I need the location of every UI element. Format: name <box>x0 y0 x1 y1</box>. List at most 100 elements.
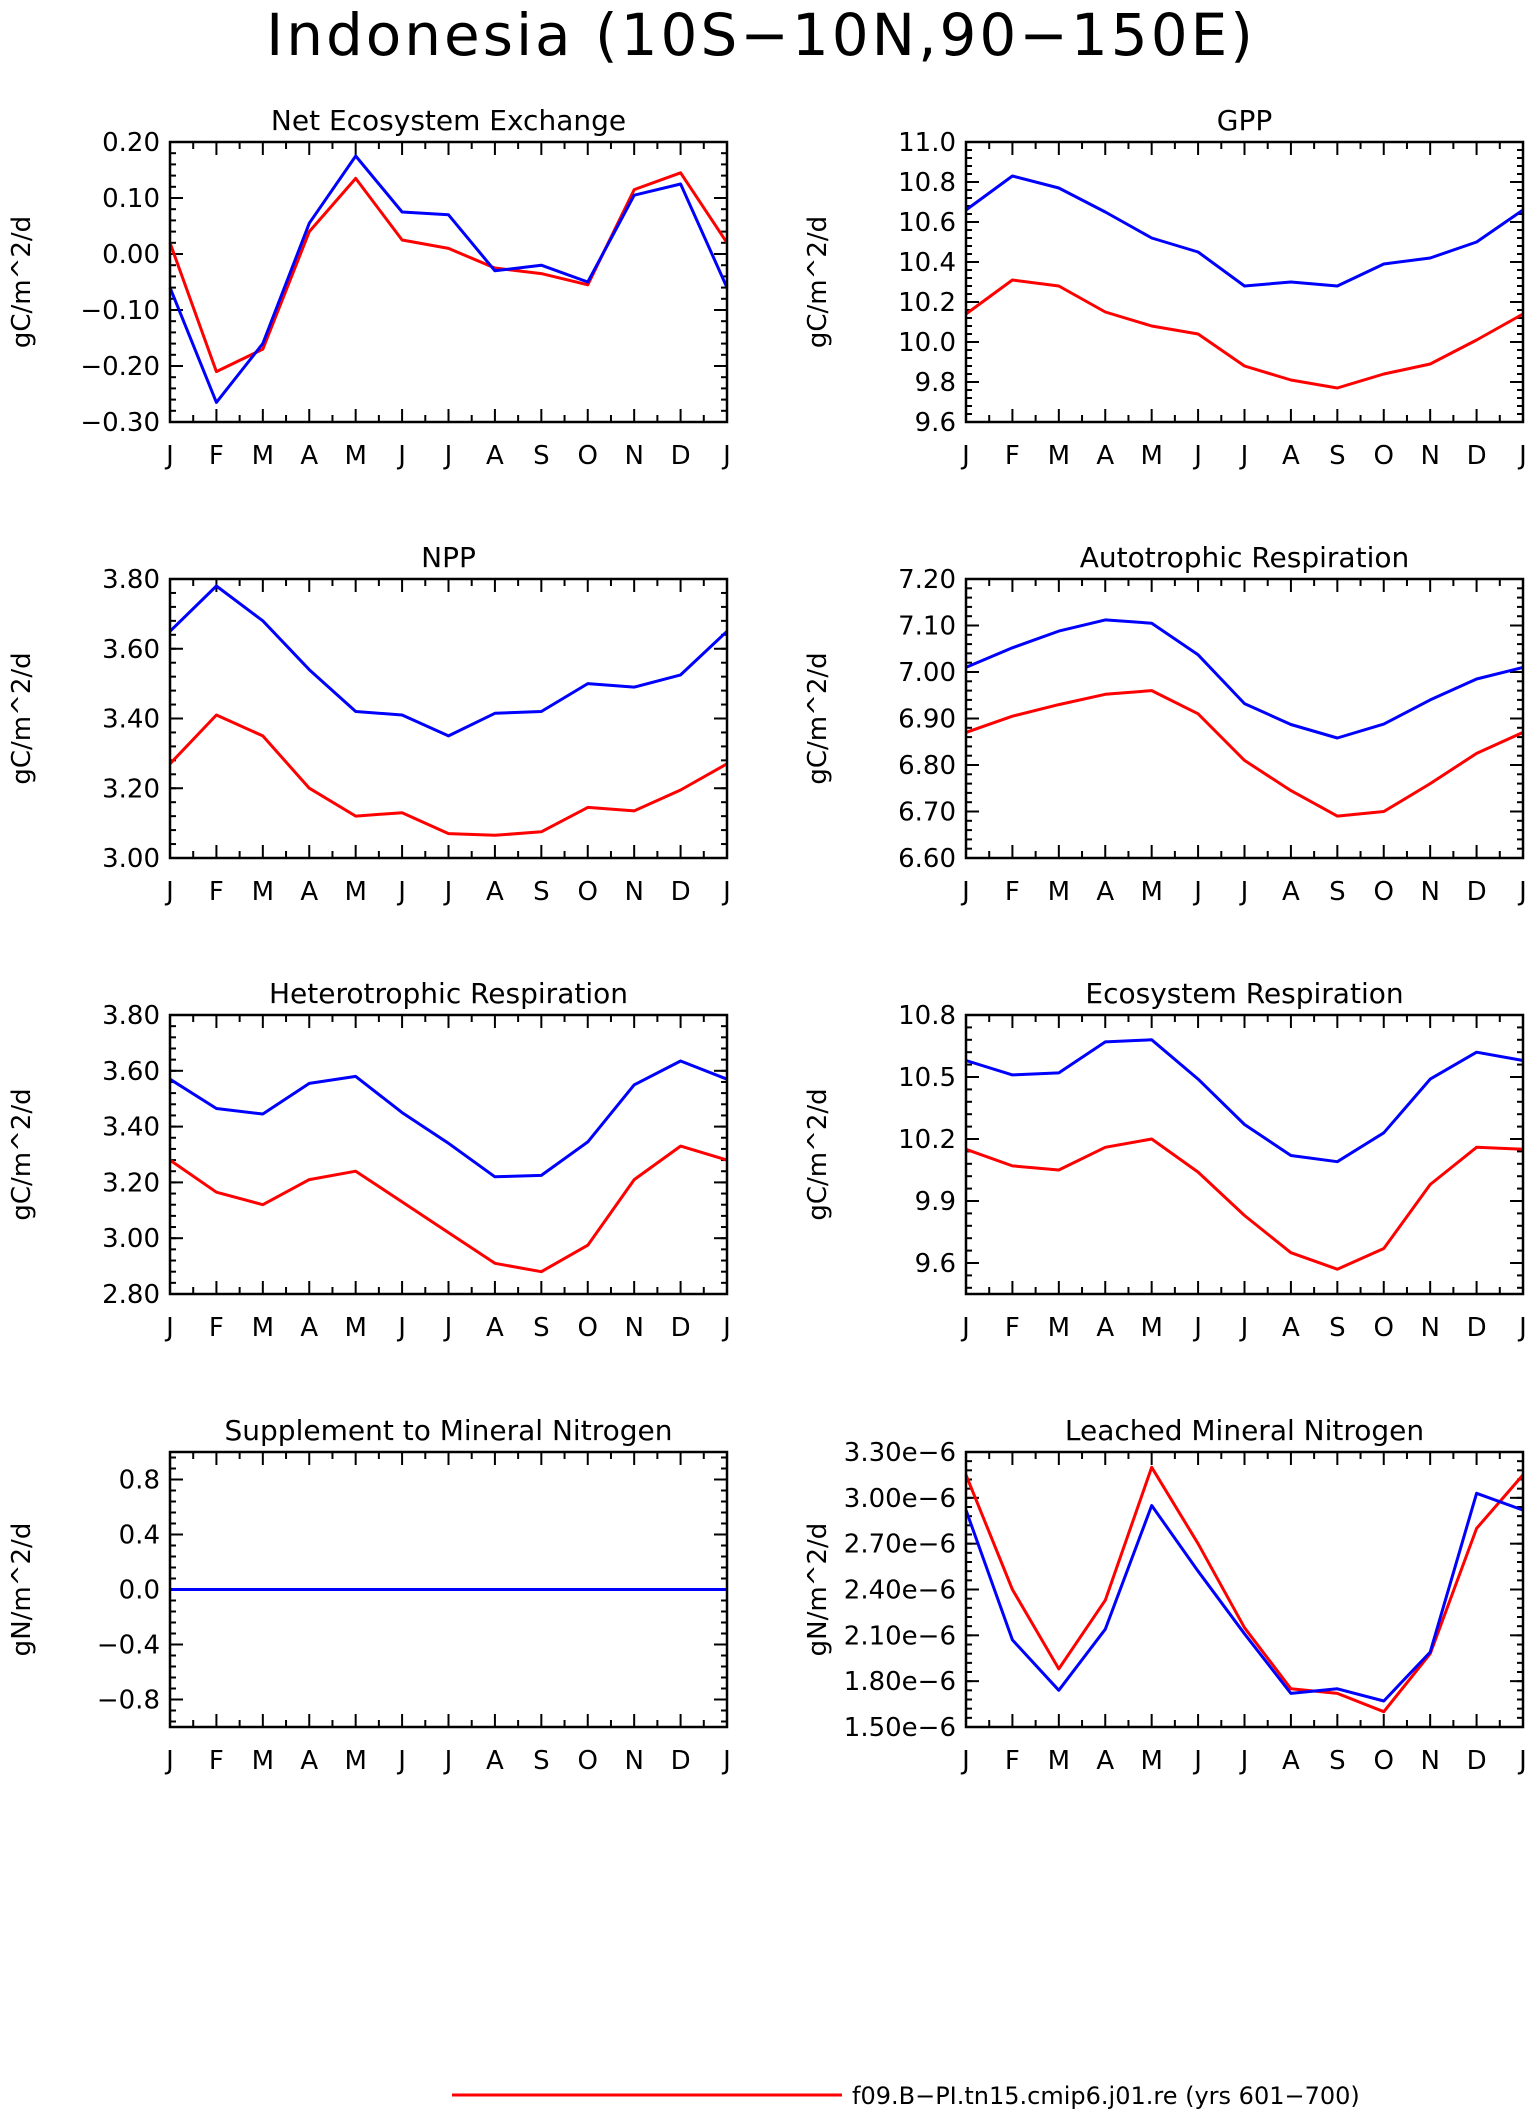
x-tick-label: O <box>1374 877 1394 907</box>
x-tick-label: A <box>300 877 318 907</box>
x-tick-label: M <box>344 1313 366 1343</box>
y-tick-label: −0.8 <box>97 1686 160 1716</box>
x-tick-label: N <box>624 1313 643 1343</box>
x-tick-label: J <box>396 1313 406 1343</box>
panel-title: NPP <box>421 541 476 574</box>
y-axis-label: gN/m^2/d <box>803 1523 833 1657</box>
y-tick-label: 10.5 <box>898 1063 956 1093</box>
x-tick-label: A <box>486 1746 504 1776</box>
series-line-red <box>965 278 1524 390</box>
panel-title: Heterotrophic Respiration <box>269 977 628 1010</box>
x-tick-label: D <box>671 441 691 471</box>
x-tick-label: A <box>1282 441 1300 471</box>
x-tick-label: J <box>164 1746 174 1776</box>
y-axis-label: gC/m^2/d <box>803 652 833 784</box>
series-line-red <box>168 171 729 374</box>
x-tick-label: J <box>443 877 453 907</box>
series-line-blue <box>965 174 1524 288</box>
x-tick-label: M <box>344 1746 366 1776</box>
x-tick-label: M <box>344 441 366 471</box>
y-tick-label: 1.80e−6 <box>844 1667 956 1697</box>
plot-frame <box>964 577 1525 860</box>
x-tick-label: J <box>396 1746 406 1776</box>
x-tick-label: S <box>533 1746 550 1776</box>
y-tick-label: 7.00 <box>898 658 956 688</box>
y-tick-label: 0.20 <box>102 128 160 158</box>
series-line-blue <box>169 1059 728 1179</box>
x-tick-label: A <box>1282 1313 1300 1343</box>
x-tick-label: J <box>164 441 174 471</box>
x-tick-label: J <box>721 441 731 471</box>
x-tick-label: N <box>624 877 643 907</box>
x-tick-label: S <box>1329 877 1346 907</box>
series-line-red <box>964 1465 1525 1714</box>
x-tick-label: J <box>960 1313 970 1343</box>
y-tick-label: 10.2 <box>898 1125 956 1155</box>
y-tick-label: 3.20 <box>102 1168 160 1198</box>
y-tick-label: 10.4 <box>898 248 956 278</box>
x-tick-label: F <box>1005 877 1020 907</box>
x-tick-label: F <box>1005 441 1020 471</box>
x-tick-label: M <box>1048 1313 1070 1343</box>
x-tick-label: J <box>1517 441 1527 471</box>
x-tick-label: A <box>300 1746 318 1776</box>
x-tick-label: J <box>1239 441 1249 471</box>
x-tick-label: M <box>1048 1746 1070 1776</box>
x-tick-label: D <box>671 1746 691 1776</box>
x-tick-label: M <box>252 441 274 471</box>
x-tick-label: J <box>1517 877 1527 907</box>
y-tick-label: 2.80 <box>102 1280 160 1310</box>
x-tick-label: N <box>1420 1313 1439 1343</box>
y-tick-label: 9.6 <box>915 1249 956 1279</box>
x-tick-label: O <box>578 441 598 471</box>
chart-panel-4: Autotrophic Respiration gC/m^2/d 6.60 6.70 6… <box>803 541 1527 907</box>
x-tick-label: A <box>1096 1746 1114 1776</box>
plot-frame <box>168 1013 729 1296</box>
y-tick-label: 6.90 <box>898 705 956 735</box>
y-tick-label: 0.10 <box>102 184 160 214</box>
x-tick-label: S <box>1329 1746 1346 1776</box>
y-tick-label: 11.0 <box>898 128 956 158</box>
series-line-red <box>169 1144 728 1274</box>
series-line-blue <box>168 584 729 738</box>
x-tick-label: J <box>721 1313 731 1343</box>
x-tick-label: F <box>209 441 224 471</box>
plot-frame <box>964 1013 1525 1296</box>
x-tick-label: J <box>721 1746 731 1776</box>
panel-title: Autotrophic Respiration <box>1080 541 1409 574</box>
series-line-red <box>168 713 728 837</box>
y-axis-label: gC/m^2/d <box>7 216 37 348</box>
x-tick-label: A <box>486 877 504 907</box>
x-tick-label: J <box>443 441 453 471</box>
y-tick-label: 10.6 <box>898 208 956 238</box>
y-tick-label: 9.8 <box>915 368 956 398</box>
x-tick-label: M <box>344 877 366 907</box>
x-tick-label: N <box>1420 441 1439 471</box>
x-tick-label: J <box>164 1313 174 1343</box>
x-tick-label: A <box>1096 441 1114 471</box>
x-tick-label: A <box>486 441 504 471</box>
y-tick-label: −0.4 <box>97 1631 160 1661</box>
y-tick-label: 10.8 <box>898 168 956 198</box>
x-tick-label: N <box>1420 1746 1439 1776</box>
y-tick-label: 3.60 <box>102 1057 160 1087</box>
x-tick-label: J <box>960 1746 970 1776</box>
x-tick-label: N <box>1420 877 1439 907</box>
y-tick-label: 9.6 <box>915 408 956 438</box>
x-tick-label: O <box>1374 1746 1394 1776</box>
x-tick-label: A <box>300 1313 318 1343</box>
x-tick-label: J <box>396 441 406 471</box>
y-tick-label: 0.4 <box>119 1521 160 1551</box>
x-tick-label: F <box>209 877 224 907</box>
y-axis-label: gC/m^2/d <box>803 216 833 348</box>
x-tick-label: O <box>1374 441 1394 471</box>
x-tick-label: A <box>1282 1746 1300 1776</box>
y-tick-label: 3.20 <box>102 774 160 804</box>
chart-panel-5: Heterotrophic Respiration gC/m^2/d 2.80 3.0… <box>7 977 731 1343</box>
x-tick-label: M <box>252 877 274 907</box>
y-tick-label: 10.0 <box>898 328 956 358</box>
series-line-blue <box>965 618 1524 740</box>
x-tick-label: D <box>1467 1746 1487 1776</box>
chart-panels: Net Ecosystem Exchange gC/m^2/d −0.30 −0.20… <box>7 104 1527 1776</box>
